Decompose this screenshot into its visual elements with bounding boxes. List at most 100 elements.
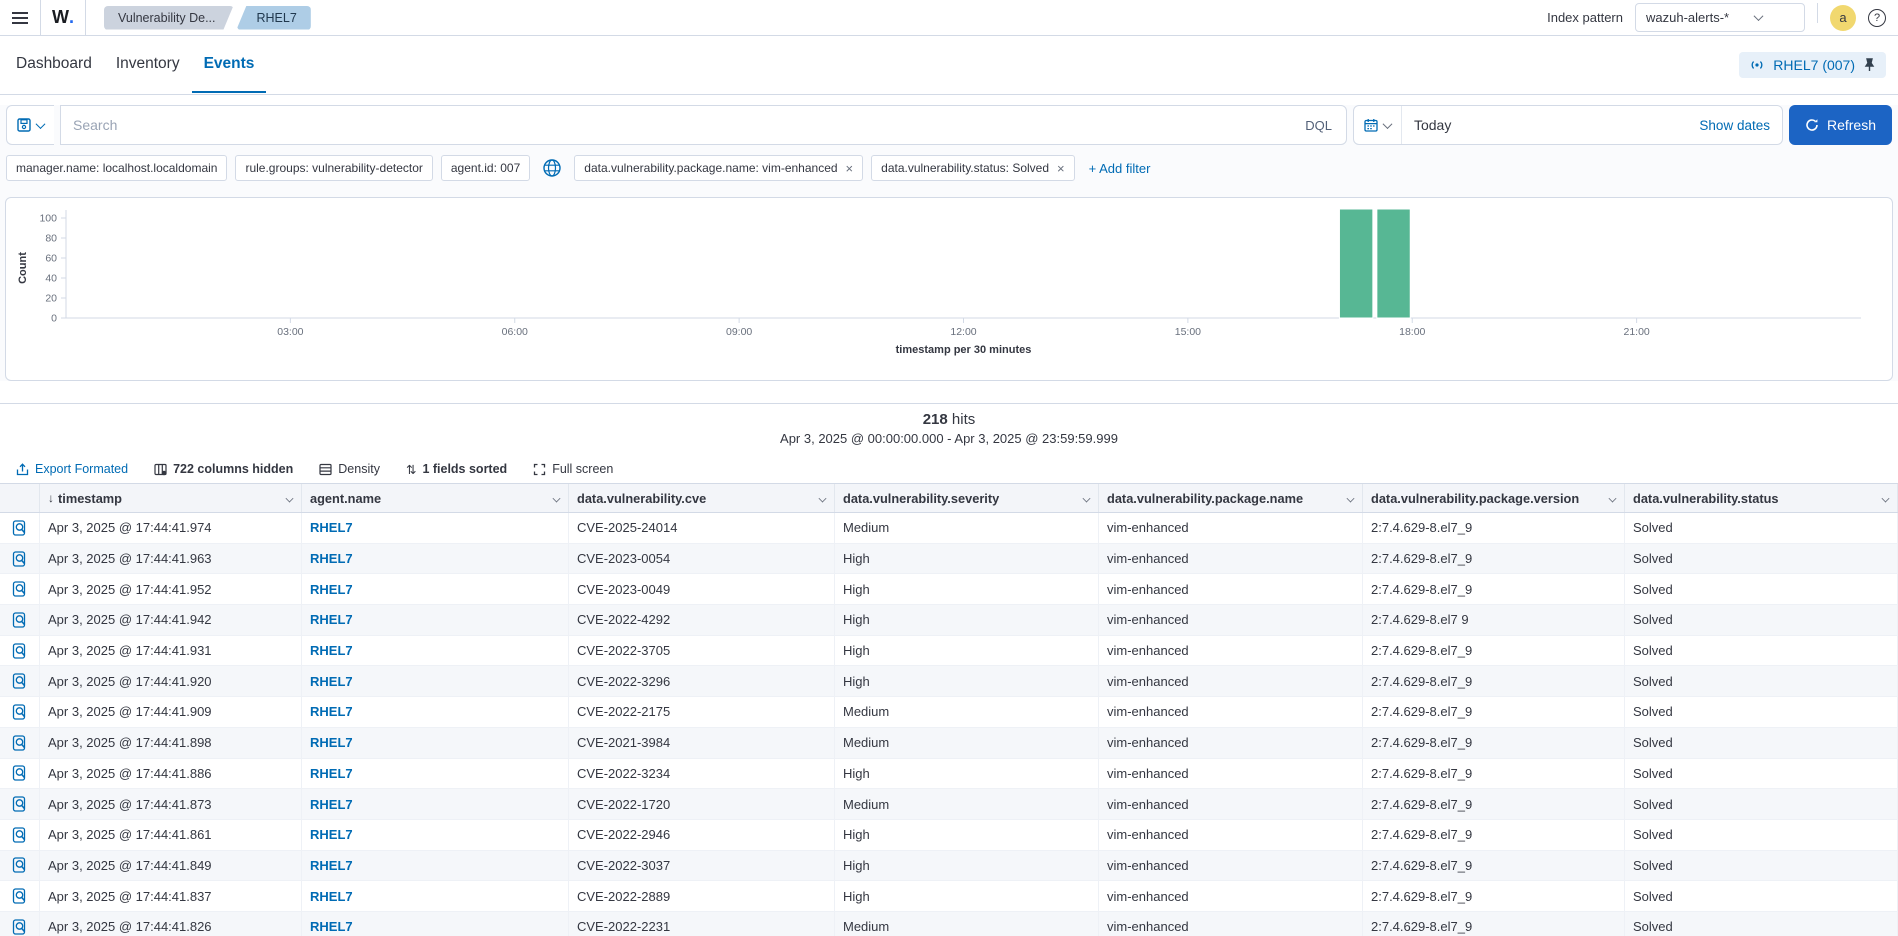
expand-row-button[interactable]	[0, 605, 40, 635]
cell-cve: CVE-2023-0054	[569, 544, 835, 574]
expand-row-button[interactable]	[0, 544, 40, 574]
agent-link[interactable]: RHEL7	[310, 919, 353, 934]
histogram-bar[interactable]	[1377, 209, 1410, 318]
filter-pill[interactable]: manager.name: localhost.localdomain	[6, 155, 227, 181]
expand-row-button[interactable]	[0, 912, 40, 936]
column-header-data-vulnerability-package-version[interactable]: data.vulnerability.package.version	[1363, 484, 1625, 512]
column-options-chevron-icon[interactable]	[1347, 494, 1355, 502]
pin-icon[interactable]	[1863, 58, 1876, 72]
column-header-data-vulnerability-cve[interactable]: data.vulnerability.cve	[569, 484, 835, 512]
wazuh-logo[interactable]: W.	[41, 7, 85, 28]
agent-link[interactable]: RHEL7	[310, 520, 353, 535]
expand-row-icon	[12, 673, 28, 689]
avatar[interactable]: a	[1830, 5, 1856, 31]
agent-link[interactable]: RHEL7	[310, 674, 353, 689]
agent-link[interactable]: RHEL7	[310, 643, 353, 658]
histogram-svg[interactable]: 020406080100Count03:0006:0009:0012:0015:…	[6, 206, 1892, 376]
refresh-button[interactable]: Refresh	[1789, 105, 1892, 145]
agent-link[interactable]: RHEL7	[310, 858, 353, 873]
fields-sorted-button[interactable]: ⇅ 1 fields sorted	[406, 462, 507, 477]
filter-pill[interactable]: data.vulnerability.package.name: vim-enh…	[574, 155, 863, 181]
cell-severity: High	[835, 759, 1099, 789]
filter-pill-label: agent.id: 007	[451, 161, 520, 175]
query-bar: DQL Today Show dates Refresh	[6, 105, 1892, 145]
cell-package-version: 2:7.4.629-8.el7_9	[1363, 912, 1625, 936]
expand-row-button[interactable]	[0, 697, 40, 727]
agent-link[interactable]: RHEL7	[310, 612, 353, 627]
expand-row-button[interactable]	[0, 666, 40, 696]
search-input[interactable]	[61, 117, 1291, 133]
cell-package-version: 2:7.4.629-8.el7_9	[1363, 820, 1625, 850]
cell-agent-name: RHEL7	[302, 851, 569, 881]
expand-row-button[interactable]	[0, 728, 40, 758]
column-header-data-vulnerability-package-name[interactable]: data.vulnerability.package.name	[1099, 484, 1363, 512]
cell-package-name: vim-enhanced	[1099, 728, 1363, 758]
sort-fields-icon: ⇅	[406, 462, 416, 477]
filters-bar: manager.name: localhost.localdomain rule.…	[6, 153, 1892, 183]
date-range-value[interactable]: Today	[1402, 117, 1687, 133]
expand-row-button[interactable]	[0, 820, 40, 850]
breadcrumb-vulnerability-detection[interactable]: Vulnerability De...	[104, 6, 234, 30]
expand-row-button[interactable]	[0, 789, 40, 819]
column-options-chevron-icon[interactable]	[1609, 494, 1617, 502]
query-language-button[interactable]: DQL	[1291, 118, 1346, 133]
agent-link[interactable]: RHEL7	[310, 735, 353, 750]
filter-pill[interactable]: agent.id: 007	[441, 155, 530, 181]
tab-events[interactable]: Events	[192, 37, 267, 93]
expand-row-button[interactable]	[0, 851, 40, 881]
column-options-chevron-icon[interactable]	[1083, 494, 1091, 502]
expand-row-button[interactable]	[0, 881, 40, 911]
menu-icon[interactable]	[0, 0, 40, 35]
column-header-timestamp[interactable]: ↓timestamp	[40, 484, 302, 512]
filter-pill[interactable]: data.vulnerability.status: Solved ×	[871, 155, 1074, 181]
agent-link[interactable]: RHEL7	[310, 582, 353, 597]
export-formatted-button[interactable]: Export Formated	[16, 462, 128, 476]
column-header-agent-name[interactable]: agent.name	[302, 484, 569, 512]
help-icon[interactable]: ?	[1868, 9, 1886, 27]
date-picker: Today Show dates	[1353, 105, 1783, 145]
expand-row-button[interactable]	[0, 513, 40, 543]
density-button[interactable]: Density	[319, 462, 380, 476]
pinned-filters-globe-icon[interactable]	[542, 158, 562, 178]
columns-hidden-button[interactable]: 722 columns hidden	[154, 462, 293, 476]
show-dates-button[interactable]: Show dates	[1687, 118, 1782, 133]
cell-timestamp: Apr 3, 2025 @ 17:44:41.837	[40, 881, 302, 911]
agent-link[interactable]: RHEL7	[310, 704, 353, 719]
column-options-chevron-icon[interactable]	[819, 494, 827, 502]
column-header-data-vulnerability-status[interactable]: data.vulnerability.status	[1625, 484, 1898, 512]
filter-pill[interactable]: rule.groups: vulnerability-detector	[235, 155, 432, 181]
add-filter-button[interactable]: + Add filter	[1089, 161, 1151, 176]
breadcrumb-agent[interactable]: RHEL7	[237, 6, 311, 30]
agent-link[interactable]: RHEL7	[310, 889, 353, 904]
table-row: Apr 3, 2025 @ 17:44:41.920RHEL7CVE-2022-…	[0, 666, 1898, 697]
column-options-chevron-icon[interactable]	[286, 494, 294, 502]
chevron-down-icon	[1754, 11, 1764, 21]
expand-row-button[interactable]	[0, 636, 40, 666]
column-header-data-vulnerability-severity[interactable]: data.vulnerability.severity	[835, 484, 1099, 512]
cell-package-version: 2:7.4.629-8.el7_9	[1363, 666, 1625, 696]
remove-filter-icon[interactable]: ×	[1055, 162, 1065, 175]
full-screen-button[interactable]: Full screen	[533, 462, 613, 476]
agent-selector-chip[interactable]: RHEL7 (007)	[1739, 52, 1886, 78]
remove-filter-icon[interactable]: ×	[844, 162, 854, 175]
date-quick-select-button[interactable]	[1354, 106, 1402, 144]
saved-queries-button[interactable]	[6, 105, 54, 145]
expand-row-icon	[12, 581, 28, 597]
expand-row-button[interactable]	[0, 759, 40, 789]
cell-agent-name: RHEL7	[302, 636, 569, 666]
expand-row-button[interactable]	[0, 574, 40, 604]
column-options-chevron-icon[interactable]	[553, 494, 561, 502]
expand-row-icon	[12, 612, 28, 628]
agent-link[interactable]: RHEL7	[310, 827, 353, 842]
index-pattern-select[interactable]: wazuh-alerts-*	[1635, 3, 1805, 32]
agent-link[interactable]: RHEL7	[310, 766, 353, 781]
tab-inventory[interactable]: Inventory	[104, 37, 192, 93]
column-options-chevron-icon[interactable]	[1882, 494, 1890, 502]
tab-dashboard[interactable]: Dashboard	[4, 37, 104, 93]
cell-package-version: 2:7.4.629-8.el7_9	[1363, 759, 1625, 789]
agent-link[interactable]: RHEL7	[310, 551, 353, 566]
agent-link[interactable]: RHEL7	[310, 797, 353, 812]
cell-severity: High	[835, 636, 1099, 666]
cell-agent-name: RHEL7	[302, 666, 569, 696]
histogram-bar[interactable]	[1339, 209, 1372, 318]
